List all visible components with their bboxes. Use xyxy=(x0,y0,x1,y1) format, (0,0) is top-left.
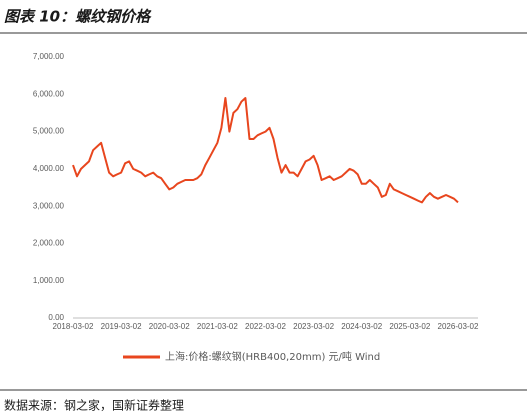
x-tick-label: 2019-03-02 xyxy=(101,322,142,331)
x-tick-label: 2024-03-02 xyxy=(341,322,382,331)
x-tick-label: 2025-03-02 xyxy=(389,322,430,331)
y-tick-label: 7,000.00 xyxy=(33,52,65,61)
x-tick-label: 2022-03-02 xyxy=(245,322,286,331)
y-tick-label: 2,000.00 xyxy=(33,239,65,248)
y-tick-label: 3,000.00 xyxy=(33,201,65,210)
x-tick-label: 2018-03-02 xyxy=(53,322,94,331)
y-tick-label: 0.00 xyxy=(48,313,64,322)
legend-label: 上海:价格:螺纹钢(HRB400,20mm) 元/吨 Wind xyxy=(165,350,380,363)
x-tick-label: 2026-03-02 xyxy=(438,322,479,331)
y-tick-label: 1,000.00 xyxy=(33,276,65,285)
y-tick-label: 5,000.00 xyxy=(33,127,65,136)
x-tick-label: 2023-03-02 xyxy=(293,322,334,331)
chart-title: 图表 10：螺纹钢价格 xyxy=(4,8,152,26)
x-tick-label: 2021-03-02 xyxy=(197,322,238,331)
y-tick-label: 6,000.00 xyxy=(33,89,65,98)
x-tick-label: 2020-03-02 xyxy=(149,322,190,331)
line-series xyxy=(72,97,459,204)
source-note: 数据来源：钢之家，国新证券整理 xyxy=(4,398,184,413)
y-tick-label: 4,000.00 xyxy=(33,164,65,173)
